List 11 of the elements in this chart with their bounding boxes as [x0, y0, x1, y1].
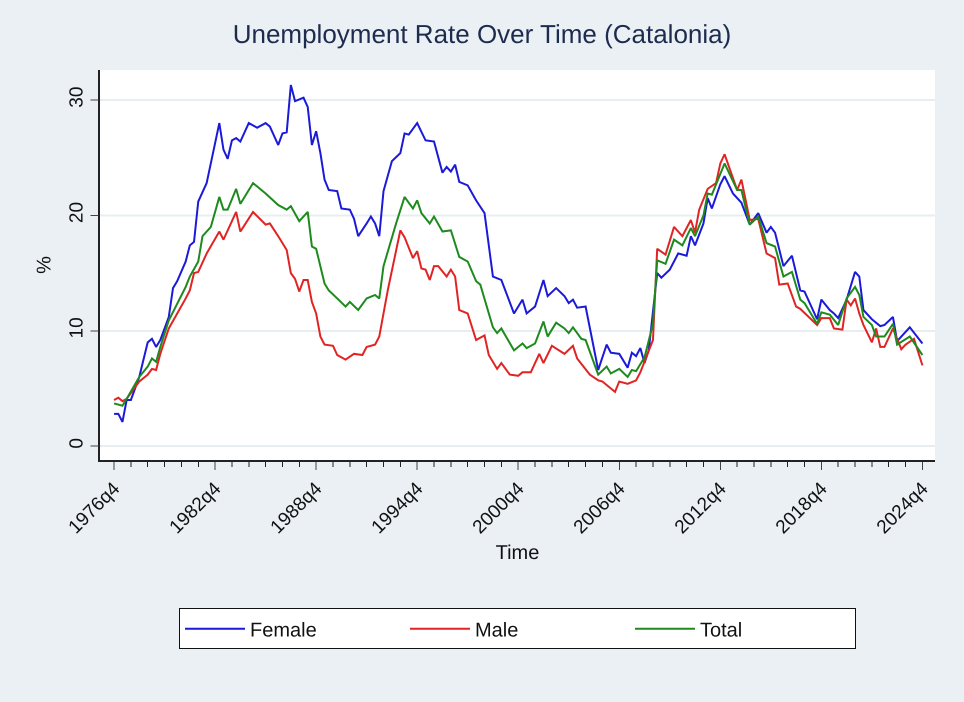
x-axis-title: Time [496, 542, 540, 564]
y-tick-label: 0 [66, 438, 88, 449]
y-tick-label: 30 [66, 86, 88, 108]
line-series [113, 84, 924, 423]
y-tick-label: 10 [66, 317, 88, 338]
legend-label: Female [250, 620, 317, 642]
y-tick-label: 20 [66, 202, 88, 224]
legend-label: Male [475, 620, 518, 642]
chart-title: Unemployment Rate Over Time (Catalonia) [232, 18, 732, 49]
y-axis-title: % [34, 256, 56, 274]
legend-label: Total [700, 620, 742, 642]
